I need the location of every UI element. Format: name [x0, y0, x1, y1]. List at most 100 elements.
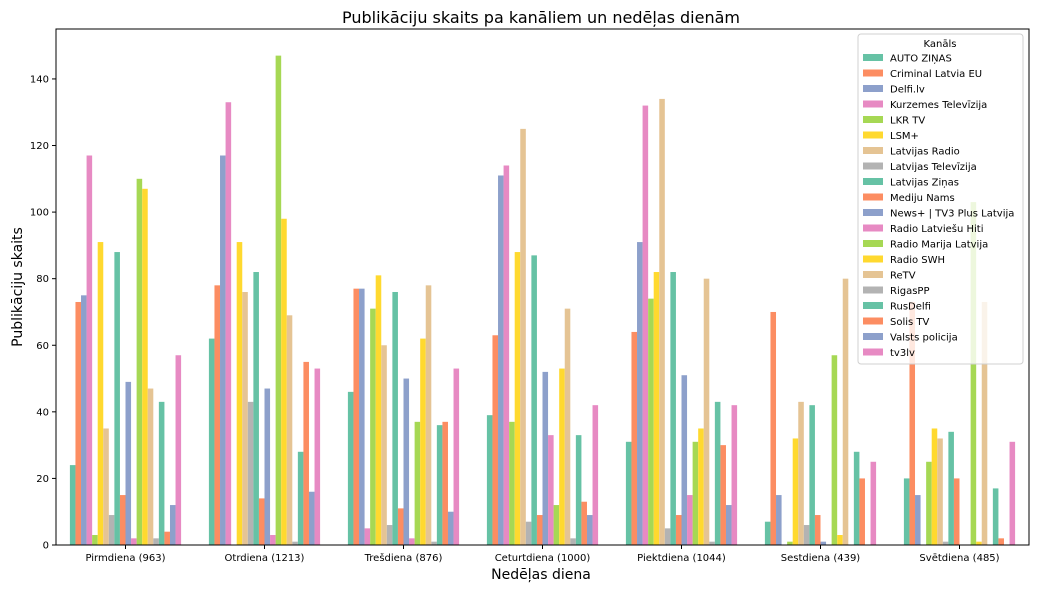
y-tick-label: 120	[30, 141, 49, 152]
legend-title: Kanāls	[924, 39, 957, 50]
legend-swatch	[863, 348, 883, 356]
legend-entry-label: RusDelfi	[890, 302, 931, 313]
x-tick-label: Pirmdiena (963)	[85, 553, 165, 564]
bar	[687, 495, 693, 545]
bar	[69, 465, 76, 545]
legend-swatch	[863, 255, 883, 263]
bar	[648, 298, 654, 545]
bar	[214, 285, 221, 545]
bar	[397, 508, 404, 545]
bar	[114, 252, 120, 546]
legend-entry-label: Latvijas Ziņas	[890, 178, 959, 189]
legend-swatch	[863, 147, 883, 154]
bar	[764, 521, 771, 545]
legend-entry-label: Radio SWH	[890, 255, 945, 266]
legend-swatch	[863, 178, 883, 185]
bar	[731, 405, 738, 545]
bar	[675, 515, 682, 545]
bar	[431, 541, 437, 545]
y-tick-label: 140	[30, 74, 49, 85]
bar	[308, 491, 315, 545]
legend-entry-label: Radio Marija Latvija	[890, 240, 988, 251]
legend-entry-label: RigasPP	[890, 286, 929, 297]
bar	[253, 272, 259, 545]
bar	[281, 218, 287, 545]
bar	[937, 438, 943, 545]
y-tick-label: 20	[36, 474, 49, 485]
bar	[453, 368, 460, 545]
bar	[153, 538, 159, 545]
bar	[653, 272, 660, 545]
bar	[787, 541, 793, 545]
legend-swatch	[863, 209, 883, 216]
bar	[264, 388, 271, 545]
axes-layer: 0 20 40 60 80 100 120 140 Pirmdiena (963) Otrdien…	[30, 28, 1030, 564]
bar	[542, 371, 549, 545]
bar	[642, 105, 649, 545]
bar	[136, 178, 143, 545]
bar	[570, 538, 576, 545]
bar	[503, 165, 510, 546]
bar	[725, 505, 732, 545]
legend-entry-label: Criminal Latvia EU	[890, 69, 982, 80]
y-axis-label: Publikāciju skaits	[10, 227, 26, 347]
legend-swatch	[863, 317, 883, 325]
bar	[286, 315, 293, 545]
bars-layer	[69, 55, 1016, 546]
bar	[347, 391, 354, 545]
bar	[75, 301, 82, 545]
x-tick-label: Ceturtdiena (1000)	[495, 553, 591, 564]
bar	[698, 428, 704, 545]
legend-swatch	[863, 54, 883, 61]
bar	[236, 242, 243, 545]
y-tick-label: 100	[30, 208, 49, 219]
chart-title: Publikāciju skaits pa kanāliem un nedēļa…	[342, 8, 740, 27]
bar	[670, 272, 676, 545]
legend-swatch	[863, 271, 883, 278]
legend-swatch	[863, 100, 883, 108]
bar	[486, 415, 493, 545]
bar	[108, 515, 115, 545]
bar	[414, 421, 421, 545]
bar	[992, 488, 999, 545]
bar	[953, 478, 960, 545]
bar	[164, 531, 170, 545]
bar	[375, 275, 382, 545]
bar	[447, 511, 454, 545]
bar	[492, 335, 499, 545]
bar	[909, 301, 916, 545]
bar	[553, 505, 560, 545]
bar	[420, 338, 426, 545]
bar	[581, 501, 587, 545]
bar	[926, 461, 932, 545]
legend-entry-label: Latvijas Televīzija	[890, 162, 977, 173]
bar	[498, 175, 504, 546]
bar	[208, 338, 215, 545]
bar	[837, 535, 843, 545]
legend-entry-label: LSM+	[890, 131, 919, 142]
legend-entry-label: Solis TV	[890, 317, 930, 328]
legend-swatch	[863, 193, 883, 201]
bar	[531, 255, 537, 545]
bar	[903, 478, 910, 545]
bar	[536, 515, 543, 545]
bar	[175, 355, 182, 545]
bar	[703, 278, 710, 545]
bar	[948, 431, 954, 545]
legend-swatch	[863, 333, 883, 340]
bar	[303, 361, 309, 545]
y-tick-label: 60	[36, 341, 49, 352]
bar	[592, 405, 599, 545]
bar	[625, 441, 632, 545]
legend-swatch	[863, 85, 883, 92]
x-tick-label: Piektdiena (1044)	[637, 553, 726, 564]
bar	[297, 451, 304, 545]
bar	[242, 291, 248, 545]
bar	[870, 461, 877, 545]
legend-entry-label: ReTV	[890, 271, 916, 282]
bar	[403, 378, 410, 545]
bar	[169, 505, 176, 545]
bar	[525, 521, 532, 545]
legend-entry-label: AUTO ZIŅAS	[890, 54, 952, 65]
bar	[970, 202, 977, 546]
